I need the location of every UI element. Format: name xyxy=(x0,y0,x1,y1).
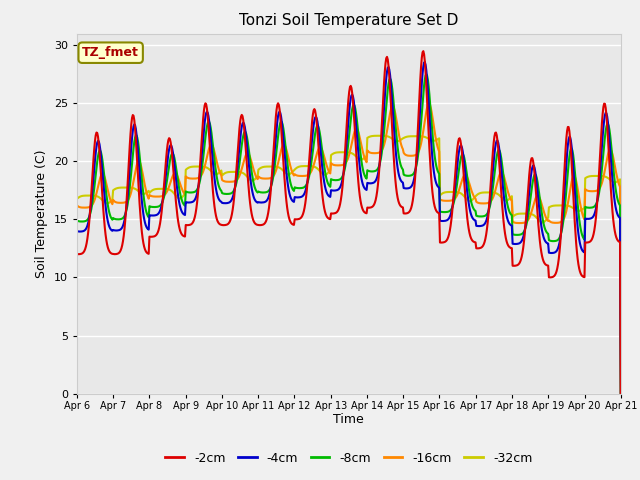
-4cm xyxy=(223,200,230,206)
Line: -32cm: -32cm xyxy=(77,136,621,394)
-2cm xyxy=(223,222,230,228)
Text: TZ_fmet: TZ_fmet xyxy=(82,46,139,59)
-4cm xyxy=(431,178,439,183)
-8cm xyxy=(73,217,81,223)
-16cm xyxy=(425,101,433,107)
-8cm xyxy=(415,146,422,152)
X-axis label: Time: Time xyxy=(333,413,364,426)
-2cm xyxy=(419,48,427,54)
-8cm xyxy=(431,158,439,164)
Line: -2cm: -2cm xyxy=(77,51,621,394)
-32cm xyxy=(194,164,202,169)
-16cm xyxy=(73,202,81,208)
-2cm xyxy=(139,235,147,241)
-8cm xyxy=(83,217,90,223)
Line: -4cm: -4cm xyxy=(77,62,621,394)
-2cm xyxy=(617,391,625,396)
-4cm xyxy=(194,187,202,192)
-8cm xyxy=(194,185,202,191)
-32cm xyxy=(223,169,230,175)
-8cm xyxy=(617,391,625,396)
-4cm xyxy=(73,228,81,234)
-32cm xyxy=(617,391,625,396)
Line: -8cm: -8cm xyxy=(77,74,621,394)
-32cm xyxy=(139,191,147,197)
-8cm xyxy=(422,72,430,77)
-4cm xyxy=(83,225,90,230)
-4cm xyxy=(421,59,429,65)
-32cm xyxy=(431,137,439,143)
-16cm xyxy=(431,134,439,140)
-16cm xyxy=(617,391,625,396)
-8cm xyxy=(223,191,230,197)
-32cm xyxy=(416,133,424,139)
-16cm xyxy=(83,204,90,210)
-2cm xyxy=(73,251,81,257)
-4cm xyxy=(139,205,147,211)
-4cm xyxy=(415,128,422,134)
Y-axis label: Soil Temperature (C): Soil Temperature (C) xyxy=(35,149,48,278)
-2cm xyxy=(194,192,202,198)
-32cm xyxy=(376,133,383,139)
Legend: -2cm, -4cm, -8cm, -16cm, -32cm: -2cm, -4cm, -8cm, -16cm, -32cm xyxy=(160,447,538,469)
-8cm xyxy=(139,185,147,191)
-32cm xyxy=(83,192,90,198)
Title: Tonzi Soil Temperature Set D: Tonzi Soil Temperature Set D xyxy=(239,13,458,28)
-16cm xyxy=(139,170,147,176)
-32cm xyxy=(73,196,81,202)
-16cm xyxy=(223,179,230,185)
-2cm xyxy=(83,240,90,246)
Line: -16cm: -16cm xyxy=(77,104,621,394)
-2cm xyxy=(431,206,439,212)
-2cm xyxy=(415,107,422,112)
-4cm xyxy=(617,391,625,396)
-16cm xyxy=(415,148,422,154)
-16cm xyxy=(194,175,202,181)
